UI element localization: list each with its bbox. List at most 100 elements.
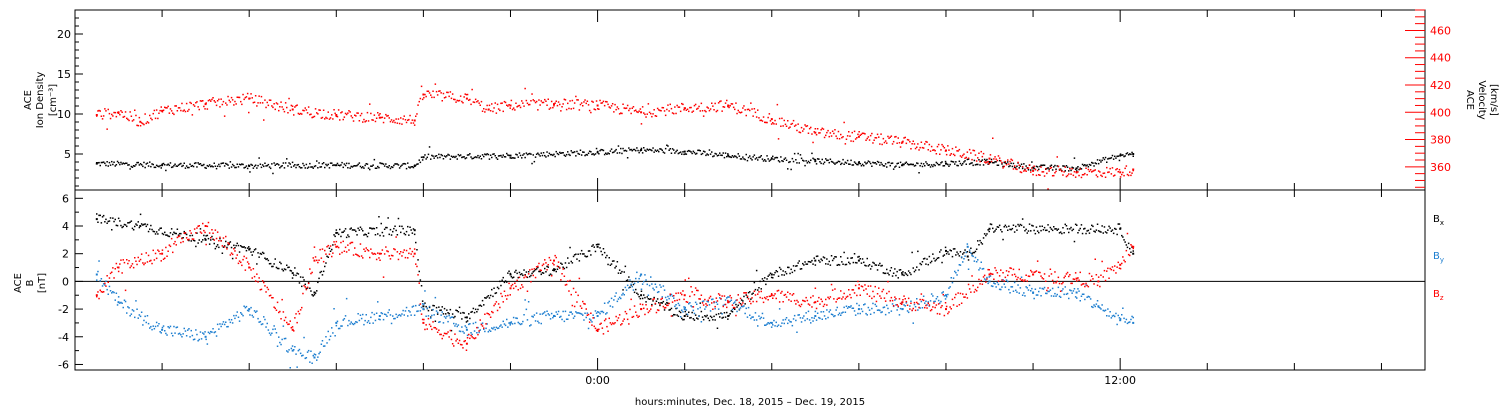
scatter-sample — [1119, 267, 1122, 270]
scatter-sample — [1110, 173, 1113, 175]
data-point — [901, 273, 904, 276]
scatter-sample — [949, 163, 951, 166]
scatter-sample — [958, 264, 961, 266]
scatter-sample — [851, 307, 853, 309]
scatter-sample — [488, 158, 491, 160]
scatter-sample — [1108, 225, 1110, 228]
scatter-sample — [630, 283, 632, 286]
scatter-sample — [278, 109, 280, 112]
data-point — [857, 259, 860, 262]
scatter-sample — [1097, 306, 1100, 308]
scatter-sample — [1024, 169, 1026, 171]
scatter-sample — [818, 259, 820, 262]
scatter-sample — [671, 315, 674, 317]
scatter-sample — [284, 162, 287, 164]
scatter-sample — [842, 158, 844, 161]
scatter-sample — [415, 241, 417, 244]
scatter-sample — [846, 295, 849, 298]
scatter-sample — [797, 301, 799, 303]
scatter-sample — [533, 270, 536, 272]
scatter-sample — [971, 254, 973, 257]
scatter-sample — [382, 163, 385, 165]
scatter-sample — [168, 235, 171, 238]
scatter-sample — [296, 272, 298, 274]
scatter-sample — [284, 268, 287, 271]
scatter-sample — [525, 271, 528, 273]
scatter-sample — [954, 163, 956, 165]
scatter-sample — [370, 248, 372, 250]
scatter-sample — [616, 152, 619, 154]
scatter-sample — [838, 312, 841, 314]
scatter-sample — [1000, 269, 1002, 271]
scatter-sample — [435, 90, 438, 93]
scatter-sample — [433, 314, 435, 316]
scatter-sample — [400, 165, 402, 168]
scatter-sample — [202, 222, 204, 225]
scatter-sample — [1092, 278, 1094, 280]
scatter-sample — [820, 298, 822, 300]
scatter-sample — [686, 313, 689, 316]
scatter-sample — [283, 319, 286, 322]
scatter-sample — [1121, 154, 1123, 156]
scatter-sample — [610, 297, 613, 300]
scatter-sample — [227, 325, 229, 328]
scatter-sample — [684, 306, 686, 309]
scatter-sample — [122, 162, 124, 164]
scatter-sample — [561, 106, 563, 108]
scatter-sample — [229, 101, 232, 103]
scatter-sample — [789, 293, 791, 295]
scatter-sample — [713, 301, 715, 303]
scatter-sample — [650, 298, 652, 300]
scatter-sample — [614, 295, 616, 297]
scatter-sample — [598, 108, 600, 110]
scatter-sample — [857, 312, 859, 315]
scatter-sample — [354, 165, 356, 167]
scatter-sample — [639, 150, 642, 152]
scatter-sample — [858, 304, 860, 307]
scatter-sample — [143, 161, 145, 164]
scatter-sample — [1070, 226, 1072, 229]
scatter-sample — [445, 156, 447, 158]
scatter-sample — [886, 268, 888, 271]
scatter-sample — [257, 102, 259, 104]
scatter-sample — [379, 259, 381, 261]
scatter-sample — [541, 272, 544, 274]
scatter-sample — [978, 278, 980, 281]
scatter-sample — [651, 283, 653, 285]
scatter-sample — [288, 162, 290, 164]
scatter-sample — [717, 154, 720, 156]
scatter-sample — [659, 148, 661, 150]
y-tick-label: 380 — [1430, 134, 1451, 147]
scatter-sample — [749, 291, 751, 293]
scatter-sample — [891, 162, 894, 164]
scatter-sample — [473, 330, 476, 332]
y-tick-label: 15 — [57, 68, 71, 81]
scatter-sample — [610, 263, 613, 265]
scatter-sample — [256, 167, 258, 169]
scatter-sample — [735, 299, 737, 302]
scatter-sample — [305, 357, 308, 359]
scatter-sample — [1000, 288, 1002, 291]
scatter-sample — [959, 162, 962, 165]
scatter-sample — [352, 229, 355, 231]
scatter-sample — [683, 306, 685, 308]
scatter-sample — [664, 114, 667, 117]
scatter-sample — [332, 252, 334, 254]
scatter-sample — [253, 165, 256, 168]
scatter-sample — [686, 108, 689, 110]
scatter-sample — [108, 285, 111, 288]
scatter-sample — [184, 232, 187, 234]
scatter-sample — [654, 283, 657, 285]
scatter-sample — [986, 276, 988, 279]
scatter-sample — [337, 109, 340, 111]
scatter-sample — [151, 118, 153, 121]
scatter-sample — [899, 161, 902, 164]
scatter-sample — [944, 160, 947, 163]
scatter-sample — [1127, 242, 1130, 245]
scatter-sample — [253, 101, 256, 103]
scatter-sample — [808, 161, 811, 164]
scatter-sample — [408, 234, 410, 236]
scatter-sample — [280, 318, 282, 320]
scatter-sample — [669, 308, 671, 311]
scatter-sample — [799, 268, 802, 270]
